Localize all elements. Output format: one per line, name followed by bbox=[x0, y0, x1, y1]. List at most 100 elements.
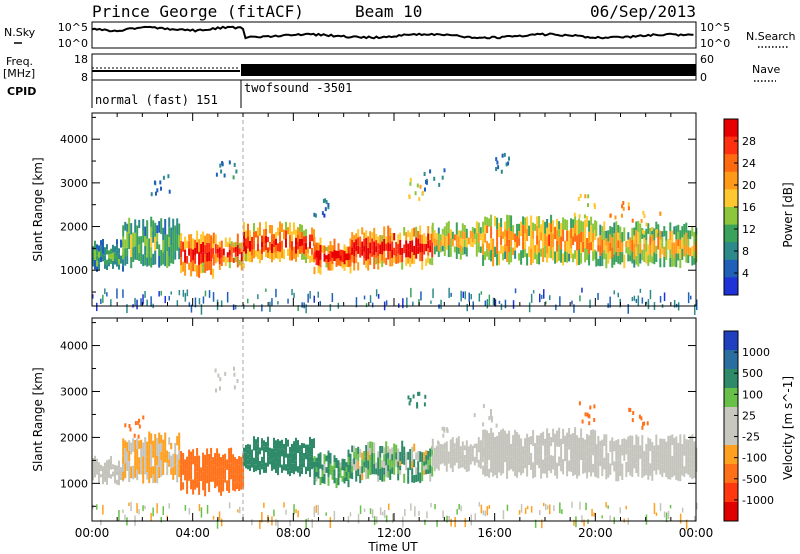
power-echo-cell bbox=[329, 241, 332, 251]
power-echo-cell bbox=[433, 246, 436, 255]
power-echo-cell bbox=[409, 249, 412, 259]
vel-echo-cell bbox=[369, 468, 372, 475]
power-echo-cell bbox=[623, 254, 626, 269]
vel-echo-cell bbox=[411, 468, 414, 476]
power-echo-cell bbox=[365, 245, 368, 253]
vel-echo-cell bbox=[572, 443, 575, 455]
vel-echo-cell bbox=[331, 465, 334, 473]
vel-echo-cell bbox=[122, 471, 125, 481]
power-scatter-cell bbox=[501, 153, 504, 158]
vel-echo-cell bbox=[315, 467, 318, 472]
vel-echo-cell bbox=[601, 457, 604, 467]
vel-echo-cell bbox=[369, 448, 372, 455]
power-echo-cell bbox=[391, 241, 394, 250]
power-echo-cell bbox=[409, 258, 412, 267]
vel-echo-cell bbox=[313, 473, 316, 480]
power-echo-cell bbox=[413, 245, 416, 255]
vel-echo-cell bbox=[590, 464, 593, 477]
vel-echo-cell bbox=[496, 435, 499, 447]
vel-echo-cell bbox=[96, 464, 98, 470]
power-echo-cell bbox=[234, 241, 237, 247]
power-echo-cell bbox=[484, 251, 487, 261]
power-nearrange-cell bbox=[385, 300, 388, 306]
power-echo-cell bbox=[325, 255, 328, 260]
power-echo-cell bbox=[200, 244, 203, 254]
power-echo-cell bbox=[210, 248, 213, 262]
vel-echo-cell bbox=[299, 470, 301, 477]
vel-echo-cell bbox=[150, 444, 153, 456]
vel-nearrange-cell bbox=[122, 509, 124, 514]
power-echo-cell bbox=[542, 248, 545, 262]
vel-frame bbox=[91, 317, 697, 522]
vel-echo-cell bbox=[144, 449, 147, 462]
vel-echo-cell bbox=[307, 444, 309, 454]
power-echo-cell bbox=[532, 246, 535, 255]
vel-echo-cell bbox=[617, 460, 620, 471]
power-echo-cell bbox=[96, 255, 98, 261]
vel-scatter-cell bbox=[631, 418, 634, 423]
power-echo-cell bbox=[377, 243, 380, 250]
power-scatter-cell bbox=[505, 162, 508, 167]
vel-echo-cell bbox=[621, 463, 624, 472]
vel-echo-cell bbox=[490, 463, 493, 473]
power-echo-cell bbox=[395, 241, 398, 250]
vel-echo-cell bbox=[323, 463, 326, 474]
vel-echo-cell bbox=[540, 467, 543, 479]
vel-echo-cell bbox=[144, 462, 147, 475]
power-echo-cell bbox=[473, 228, 476, 234]
vel-echo-cell bbox=[663, 452, 666, 460]
vel-echo-cell bbox=[208, 482, 211, 492]
power-echo-cell bbox=[112, 244, 114, 253]
vel-echo-cell bbox=[461, 462, 464, 468]
power-echo-cell bbox=[218, 241, 221, 248]
power-echo-cell bbox=[512, 232, 515, 241]
vel-echo-cell bbox=[176, 454, 179, 464]
power-echo-cell bbox=[683, 234, 686, 246]
vel-echo-cell bbox=[510, 443, 513, 457]
vel-echo-cell bbox=[315, 472, 318, 477]
vel-echo-cell bbox=[232, 454, 235, 467]
power-echo-cell bbox=[546, 227, 549, 237]
power-nearrange-cell bbox=[464, 291, 466, 300]
vel-echo-cell bbox=[681, 456, 684, 463]
vel-echo-cell bbox=[198, 468, 201, 482]
vel-nearrange-cell bbox=[363, 508, 366, 513]
vel-echo-cell bbox=[534, 443, 537, 452]
vel-echo-cell bbox=[220, 476, 223, 487]
power-echo-cell bbox=[391, 233, 394, 242]
vel-echo-cell bbox=[261, 463, 263, 470]
vel-echo-cell bbox=[534, 460, 537, 469]
vel-echo-cell bbox=[184, 459, 187, 470]
vel-echo-cell bbox=[500, 445, 503, 461]
vel-echo-cell bbox=[303, 453, 305, 458]
vel-echo-cell bbox=[538, 446, 541, 458]
vel-echo-cell bbox=[635, 434, 638, 445]
vel-nearrange-cell bbox=[138, 509, 140, 515]
vel-echo-cell bbox=[623, 449, 626, 461]
vel-echo-cell bbox=[301, 455, 303, 462]
power-nearrange-cell bbox=[613, 290, 615, 295]
power-nearrange-cell bbox=[158, 291, 160, 297]
vel-echo-cell bbox=[399, 465, 402, 471]
power-echo-cell bbox=[558, 253, 561, 261]
vel-echo-cell bbox=[524, 458, 527, 469]
vel-nearrange-cell bbox=[583, 519, 585, 527]
power-echo-cell bbox=[429, 233, 432, 240]
power-echo-cell bbox=[365, 260, 368, 269]
power-echo-cell bbox=[504, 244, 507, 252]
vel-echo-cell bbox=[554, 467, 557, 476]
power-nearrange-cell bbox=[309, 291, 311, 299]
power-echo-cell bbox=[522, 233, 525, 242]
power-echo-cell bbox=[586, 249, 589, 260]
vel-nearrange-cell bbox=[571, 501, 573, 508]
power-echo-cell bbox=[538, 252, 541, 265]
power-colorbar-label: Power [dB] bbox=[781, 182, 795, 247]
vel-nearrange-cell bbox=[655, 512, 658, 516]
vel-echo-cell bbox=[283, 459, 285, 466]
vel-echo-cell bbox=[490, 427, 493, 437]
power-echo-cell bbox=[112, 252, 114, 261]
vel-scatter-cell bbox=[416, 402, 419, 407]
power-nearrange-cell bbox=[486, 299, 489, 309]
power-echo-cell bbox=[293, 246, 295, 259]
vel-scatter-cell bbox=[137, 434, 140, 439]
